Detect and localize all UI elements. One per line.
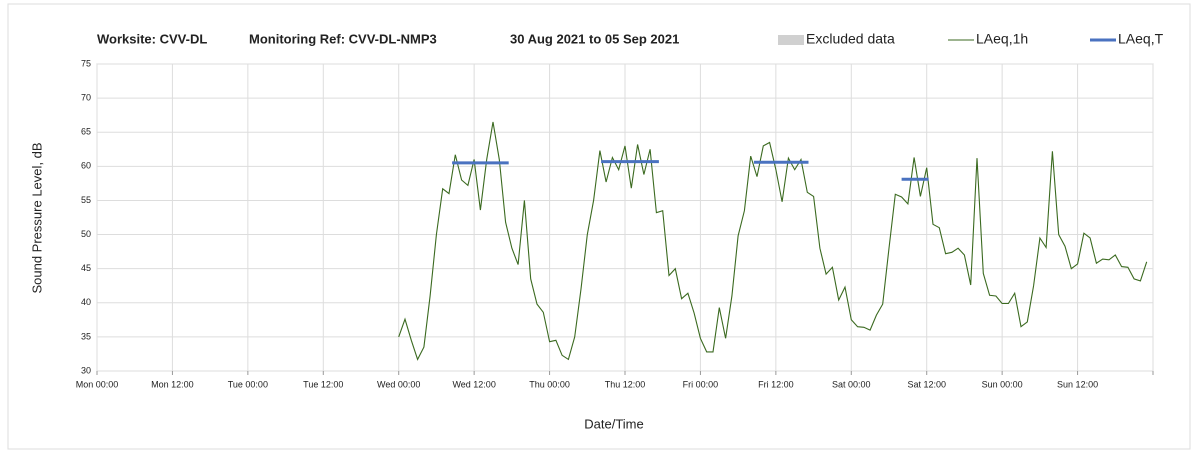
x-tick-label: Wed 12:00: [452, 379, 495, 389]
x-tick-label: Sat 00:00: [832, 379, 871, 389]
x-tick-label: Fri 12:00: [758, 379, 794, 389]
x-tick-label: Mon 00:00: [76, 379, 119, 389]
x-tick-label: Sun 00:00: [982, 379, 1023, 389]
x-tick-label: Fri 00:00: [683, 379, 719, 389]
x-tick-label: Sun 12:00: [1057, 379, 1098, 389]
x-tick-label: Tue 12:00: [303, 379, 343, 389]
chart-frame: [7, 3, 1191, 450]
series-line: [398, 121, 1148, 361]
legend-swatch: [778, 35, 804, 45]
x-tick-label: Wed 00:00: [377, 379, 420, 389]
series-line: [452, 160, 929, 181]
y-tick-label: 40: [81, 297, 91, 307]
y-tick-label: 75: [81, 58, 91, 68]
x-tick-label: Thu 12:00: [605, 379, 646, 389]
y-tick-label: 60: [81, 161, 91, 171]
x-tick-label: Thu 00:00: [529, 379, 570, 389]
x-axis-label: Date/Time: [584, 416, 643, 431]
title-ref: Monitoring Ref: CVV-DL-NMP3: [249, 31, 437, 46]
title-worksite: Worksite: CVV-DL: [97, 31, 207, 46]
y-tick-label: 65: [81, 127, 91, 137]
y-tick-label: 30: [81, 365, 91, 375]
y-tick-label: 55: [81, 195, 91, 205]
y-axis-label: Sound Pressure Level, dB: [29, 142, 44, 293]
legend-label: LAeq,1h: [976, 31, 1028, 47]
y-tick-label: 45: [81, 263, 91, 273]
x-tick-label: Mon 12:00: [151, 379, 194, 389]
title-dates: 30 Aug 2021 to 05 Sep 2021: [510, 31, 679, 46]
y-tick-label: 35: [81, 331, 91, 341]
y-tick-label: 70: [81, 92, 91, 102]
legend-label: Excluded data: [806, 31, 895, 47]
x-tick-label: Tue 00:00: [228, 379, 268, 389]
x-tick-label: Sat 12:00: [907, 379, 946, 389]
y-tick-label: 50: [81, 229, 91, 239]
legend-label: LAeq,T: [1118, 31, 1164, 47]
